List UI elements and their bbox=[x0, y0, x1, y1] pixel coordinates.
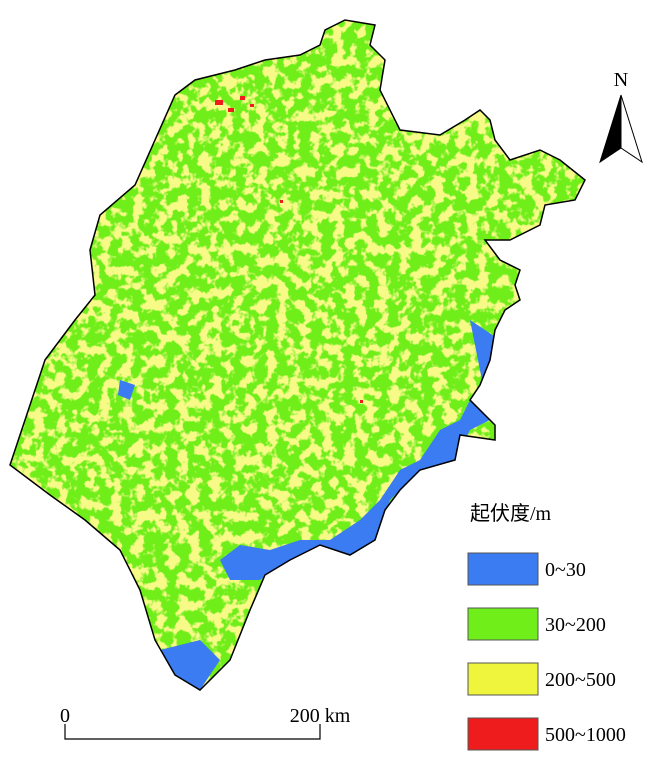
legend-title: 起伏度/m bbox=[470, 502, 552, 525]
highland-areas bbox=[215, 96, 363, 403]
scale-end: 200 km bbox=[290, 705, 351, 727]
north-arrow-right bbox=[620, 94, 643, 164]
lowland-areas bbox=[118, 320, 500, 690]
legend-swatch bbox=[467, 662, 539, 696]
legend-label: 500~1000 bbox=[545, 724, 626, 746]
scale-line bbox=[64, 724, 321, 740]
region-border bbox=[9, 19, 586, 691]
scale-start: 0 bbox=[60, 705, 70, 727]
legend: 0~30 30~200 200~500 500~1000 bbox=[467, 552, 626, 751]
legend-label: 30~200 bbox=[545, 614, 606, 636]
north-arrow-left bbox=[599, 94, 622, 164]
legend-label: 0~30 bbox=[545, 559, 586, 581]
legend-swatch bbox=[467, 552, 539, 586]
scale-bar: 0 200 km bbox=[60, 705, 351, 740]
legend-label: 200~500 bbox=[545, 669, 616, 691]
north-label: N bbox=[614, 69, 628, 91]
north-arrow: N bbox=[599, 69, 643, 164]
legend-swatch bbox=[467, 717, 539, 751]
legend-swatch bbox=[467, 607, 539, 641]
